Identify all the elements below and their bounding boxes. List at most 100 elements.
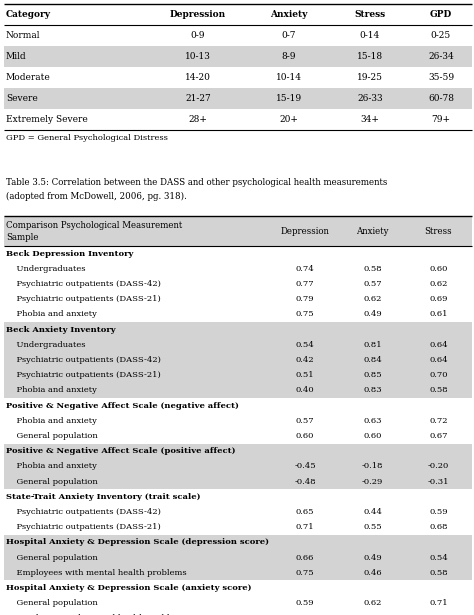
- Text: 0.49: 0.49: [363, 554, 382, 561]
- Text: 0.68: 0.68: [429, 523, 448, 531]
- Text: 0.58: 0.58: [429, 569, 448, 577]
- Text: Undergraduates: Undergraduates: [6, 341, 85, 349]
- Text: -0.48: -0.48: [294, 478, 316, 486]
- Bar: [4, 337, 472, 352]
- Text: -0.29: -0.29: [362, 478, 383, 486]
- Text: 15-19: 15-19: [276, 94, 302, 103]
- Text: General population: General population: [6, 554, 98, 561]
- Text: General population: General population: [6, 432, 98, 440]
- Text: State-Trait Anxiety Inventory (trait scale): State-Trait Anxiety Inventory (trait sca…: [6, 493, 201, 501]
- Text: Phobia and anxiety: Phobia and anxiety: [6, 462, 97, 470]
- Text: Severe: Severe: [6, 94, 38, 103]
- Text: -0.18: -0.18: [362, 462, 383, 470]
- Text: 20+: 20+: [280, 115, 299, 124]
- Text: 0.60: 0.60: [429, 265, 447, 273]
- Text: Psychiatric outpatients (DASS-42): Psychiatric outpatients (DASS-42): [6, 508, 161, 516]
- Text: 0.81: 0.81: [363, 341, 382, 349]
- Text: Phobia and anxiety: Phobia and anxiety: [6, 386, 97, 394]
- Text: 0.85: 0.85: [363, 371, 382, 379]
- Text: Positive & Negative Affect Scale (positive affect): Positive & Negative Affect Scale (positi…: [6, 447, 236, 455]
- Text: 0.40: 0.40: [296, 386, 314, 394]
- Text: 26-34: 26-34: [428, 52, 454, 61]
- Text: 0.61: 0.61: [429, 311, 448, 319]
- Text: -0.45: -0.45: [294, 462, 316, 470]
- Text: 0.54: 0.54: [296, 341, 314, 349]
- Bar: [4, 352, 472, 368]
- Text: 10-13: 10-13: [185, 52, 211, 61]
- Text: 0.57: 0.57: [363, 280, 382, 288]
- Text: 0.42: 0.42: [296, 356, 314, 364]
- Text: 0.71: 0.71: [296, 523, 314, 531]
- Text: 0.72: 0.72: [429, 417, 448, 425]
- Text: 0.66: 0.66: [296, 554, 314, 561]
- Text: 0.54: 0.54: [429, 554, 448, 561]
- Bar: [4, 88, 472, 109]
- Text: Mild: Mild: [6, 52, 27, 61]
- Text: 60-78: 60-78: [428, 94, 454, 103]
- Text: 0.60: 0.60: [296, 432, 314, 440]
- Text: 0-9: 0-9: [191, 31, 205, 40]
- Text: Comparison Psychological Measurement: Comparison Psychological Measurement: [6, 221, 182, 230]
- Text: 26-33: 26-33: [357, 94, 383, 103]
- Text: 0.55: 0.55: [363, 523, 382, 531]
- Text: Category: Category: [6, 10, 51, 19]
- Text: 0.57: 0.57: [296, 417, 314, 425]
- Text: Extremely Severe: Extremely Severe: [6, 115, 88, 124]
- Text: Employees with mental health problems: Employees with mental health problems: [6, 569, 187, 577]
- Bar: [4, 459, 472, 474]
- Text: 0.71: 0.71: [429, 599, 448, 607]
- Text: GPD: GPD: [430, 10, 452, 19]
- Text: Hospital Anxiety & Depression Scale (depression score): Hospital Anxiety & Depression Scale (dep…: [6, 538, 269, 546]
- Text: 0.69: 0.69: [429, 295, 448, 303]
- Text: Normal: Normal: [6, 31, 40, 40]
- Bar: [4, 216, 472, 246]
- Text: 35-59: 35-59: [428, 73, 454, 82]
- Text: 0.83: 0.83: [363, 386, 382, 394]
- Text: 79+: 79+: [431, 115, 450, 124]
- Text: 0.49: 0.49: [363, 311, 382, 319]
- Bar: [4, 383, 472, 398]
- Text: (adopted from McDowell, 2006, pg. 318).: (adopted from McDowell, 2006, pg. 318).: [6, 192, 187, 201]
- Text: 0.75: 0.75: [296, 311, 314, 319]
- Text: Psychiatric outpatients (DASS-21): Psychiatric outpatients (DASS-21): [6, 295, 161, 303]
- Text: Hospital Anxiety & Depression Scale (anxiety score): Hospital Anxiety & Depression Scale (anx…: [6, 584, 252, 592]
- Bar: [4, 565, 472, 581]
- Text: 21-27: 21-27: [185, 94, 211, 103]
- Text: 0.79: 0.79: [296, 295, 314, 303]
- Text: 0.46: 0.46: [363, 569, 382, 577]
- Text: 0.67: 0.67: [429, 432, 448, 440]
- Text: 0.65: 0.65: [296, 508, 314, 516]
- Text: 14-20: 14-20: [185, 73, 211, 82]
- Text: 0.75: 0.75: [296, 569, 314, 577]
- Text: Psychiatric outpatients (DASS-21): Psychiatric outpatients (DASS-21): [6, 371, 161, 379]
- Text: 0.51: 0.51: [296, 371, 314, 379]
- Bar: [4, 322, 472, 337]
- Text: Depression: Depression: [281, 226, 329, 236]
- Text: 0.59: 0.59: [296, 599, 314, 607]
- Text: Psychiatric outpatients (DASS-42): Psychiatric outpatients (DASS-42): [6, 356, 161, 364]
- Text: Anxiety: Anxiety: [270, 10, 308, 19]
- Text: 0.62: 0.62: [363, 599, 382, 607]
- Text: Psychiatric outpatients (DASS-42): Psychiatric outpatients (DASS-42): [6, 280, 161, 288]
- Text: Phobia and anxiety: Phobia and anxiety: [6, 417, 97, 425]
- Text: 0.44: 0.44: [363, 508, 382, 516]
- Bar: [4, 368, 472, 383]
- Text: 0.74: 0.74: [296, 265, 314, 273]
- Bar: [4, 535, 472, 550]
- Text: 0-14: 0-14: [360, 31, 380, 40]
- Text: 0.84: 0.84: [363, 356, 382, 364]
- Text: 0.77: 0.77: [296, 280, 314, 288]
- Text: 34+: 34+: [361, 115, 380, 124]
- Text: 10-14: 10-14: [276, 73, 302, 82]
- Text: Beck Anxiety Inventory: Beck Anxiety Inventory: [6, 325, 116, 333]
- Text: Table 3.5: Correlation between the DASS and other psychological health measureme: Table 3.5: Correlation between the DASS …: [6, 178, 387, 187]
- Text: Psychiatric outpatients (DASS-21): Psychiatric outpatients (DASS-21): [6, 523, 161, 531]
- Text: Undergraduates: Undergraduates: [6, 265, 85, 273]
- Text: -0.20: -0.20: [428, 462, 449, 470]
- Text: 0.64: 0.64: [429, 341, 448, 349]
- Text: General population: General population: [6, 478, 98, 486]
- Text: -0.31: -0.31: [428, 478, 449, 486]
- Text: 0.62: 0.62: [429, 280, 447, 288]
- Text: Moderate: Moderate: [6, 73, 51, 82]
- Text: Depression: Depression: [170, 10, 226, 19]
